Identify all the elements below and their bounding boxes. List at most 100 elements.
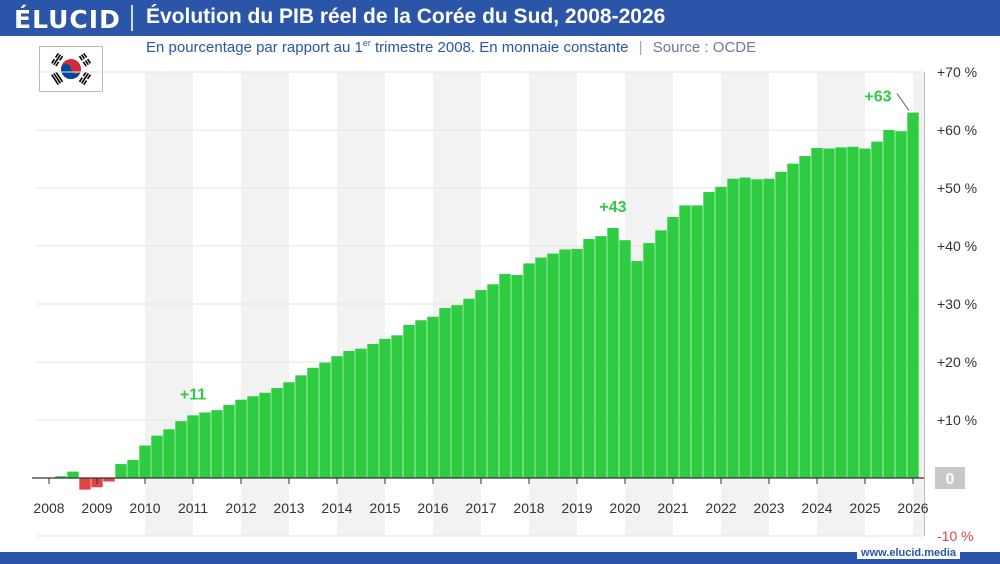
- subtitle-text-before: En pourcentage par rapport au 1: [146, 39, 363, 56]
- zero-label-box: [935, 467, 965, 489]
- bar: [523, 263, 535, 478]
- bar: [139, 445, 151, 478]
- bar: [175, 421, 187, 478]
- bar: [55, 476, 67, 478]
- bar: [595, 236, 607, 478]
- bar: [247, 396, 259, 478]
- bar: [223, 404, 235, 478]
- elucid-logo: ÉLUCID: [14, 5, 121, 34]
- bar: [547, 253, 559, 478]
- x-tick-label: 2021: [657, 500, 688, 516]
- annotation-leader: [896, 93, 910, 111]
- bar: [439, 308, 451, 478]
- annotation-label: +43: [599, 199, 626, 216]
- bar: [343, 350, 355, 478]
- bar: [727, 178, 739, 478]
- bar: [583, 239, 595, 478]
- bar: [823, 148, 835, 478]
- bar: [835, 147, 847, 478]
- bar: [895, 131, 907, 478]
- source-label: Source : OCDE: [652, 39, 757, 56]
- header-bar: ÉLUCID Évolution du PIB réel de la Corée…: [0, 0, 1000, 36]
- bar: [907, 112, 919, 478]
- bar: [487, 284, 499, 478]
- x-tick-label: 2015: [369, 500, 400, 516]
- x-tick-label: 2018: [513, 500, 544, 516]
- bar: [679, 205, 691, 478]
- bar: [103, 478, 115, 482]
- bar: [403, 324, 415, 478]
- x-tick-label: 2024: [801, 500, 832, 516]
- bar: [259, 392, 271, 478]
- chart-title: Évolution du PIB réel de la Corée du Sud…: [146, 5, 666, 28]
- y-tick-label: 0: [946, 471, 955, 488]
- x-tick-label: 2014: [321, 500, 352, 516]
- bar: [271, 388, 283, 478]
- bar: [355, 348, 367, 478]
- website-link[interactable]: www.elucid.media: [857, 547, 960, 559]
- y-tick-label: +30 %: [937, 296, 977, 312]
- bar: [199, 412, 211, 478]
- bar: [211, 410, 223, 478]
- header-divider: [131, 5, 133, 31]
- bar: [283, 382, 295, 478]
- y-tick-label: +40 %: [937, 238, 977, 254]
- bar: [775, 171, 787, 478]
- bar: [871, 141, 883, 478]
- x-tick-label: 2011: [178, 500, 208, 516]
- bar: [643, 243, 655, 478]
- bar: [799, 156, 811, 478]
- bar: [655, 230, 667, 478]
- bar: [619, 240, 631, 478]
- axis: [32, 72, 925, 536]
- bar: [535, 257, 547, 478]
- bar: [571, 248, 583, 478]
- bar: [499, 273, 511, 478]
- y-tick-label: -10 %: [937, 528, 974, 544]
- footer-bar: [0, 552, 1000, 564]
- bar: [463, 298, 475, 478]
- bar: [703, 192, 715, 478]
- bar: [295, 375, 307, 478]
- y-tick-label: +20 %: [937, 354, 977, 370]
- bar: [739, 177, 751, 478]
- x-tick-label: 2026: [897, 500, 928, 516]
- bar: [151, 435, 163, 478]
- bar: [367, 344, 379, 478]
- bar: [451, 305, 463, 478]
- bar: [307, 367, 319, 478]
- bar: [115, 464, 127, 478]
- x-tick-label: 2022: [705, 500, 736, 516]
- bar: [319, 362, 331, 478]
- subtitle-separator: |: [638, 39, 643, 56]
- bars: [43, 112, 919, 490]
- bar: [751, 179, 763, 479]
- bar: [475, 290, 487, 478]
- x-tick-label: 2009: [81, 500, 112, 516]
- bar: [883, 130, 895, 478]
- bar: [187, 415, 199, 478]
- x-tick-label: 2010: [129, 500, 160, 516]
- annotation-label: +11: [180, 386, 206, 403]
- south-korea-flag-icon: [39, 46, 103, 92]
- y-tick-label: +10 %: [937, 412, 977, 428]
- x-tick-label: 2017: [465, 500, 496, 516]
- subtitle-text-after: trimestre 2008. En monnaie constante: [370, 39, 629, 56]
- annotation-label: +63: [864, 89, 891, 106]
- bar: [427, 316, 439, 478]
- bar: [163, 429, 175, 478]
- bar: [79, 478, 91, 490]
- bar: [607, 228, 619, 478]
- bar: [787, 163, 799, 478]
- x-tick-label: 2012: [225, 500, 256, 516]
- bar: [859, 148, 871, 478]
- bar: [415, 320, 427, 478]
- x-tick-label: 2020: [609, 500, 640, 516]
- bar: [763, 178, 775, 478]
- bar: [127, 460, 139, 478]
- bar: [715, 186, 727, 478]
- subtitle-superscript: er: [362, 38, 371, 48]
- y-tick-label: +70 %: [937, 64, 977, 80]
- x-tick-label: 2008: [33, 500, 64, 516]
